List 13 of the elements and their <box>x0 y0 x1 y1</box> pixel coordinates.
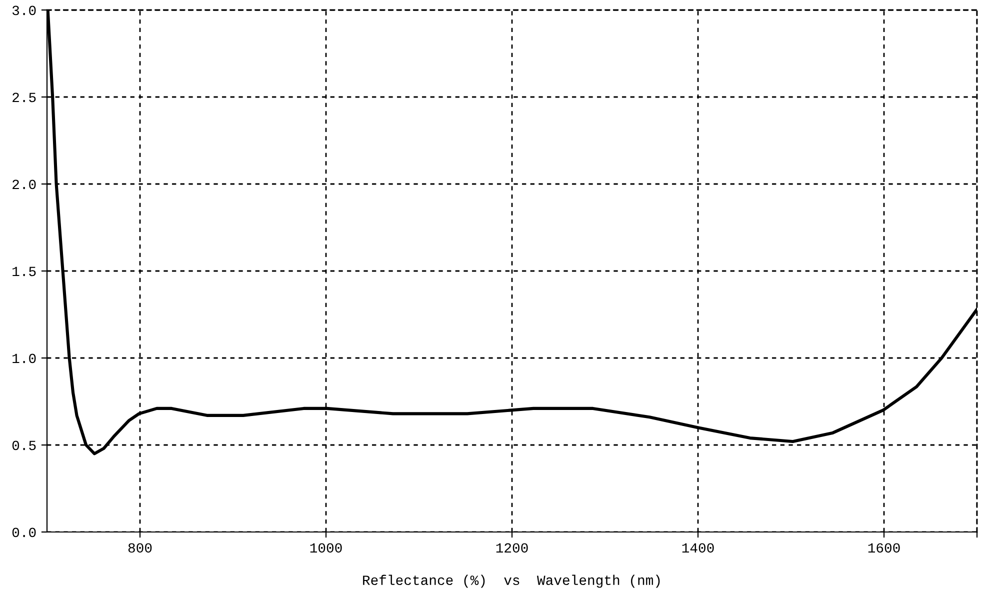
y-tick-label: 0.0 <box>12 528 36 538</box>
y-tick-label: 0.5 <box>12 440 36 450</box>
x-tick-label: 800 <box>128 543 152 553</box>
y-tick-label: 3.0 <box>12 6 36 16</box>
y-tick-label: 1.5 <box>12 266 36 276</box>
x-tick-label: 1000 <box>310 543 342 553</box>
x-tick-label: 1400 <box>682 543 714 553</box>
y-tick-label: 2.0 <box>12 180 36 190</box>
y-tick-label: 1.0 <box>12 354 36 364</box>
x-axis-title: Reflectance (%) vs Wavelength (nm) <box>363 574 660 588</box>
x-tick-label: 1600 <box>868 543 900 553</box>
x-tick-label: 1200 <box>496 543 528 553</box>
y-tick-label: 2.5 <box>12 92 36 102</box>
